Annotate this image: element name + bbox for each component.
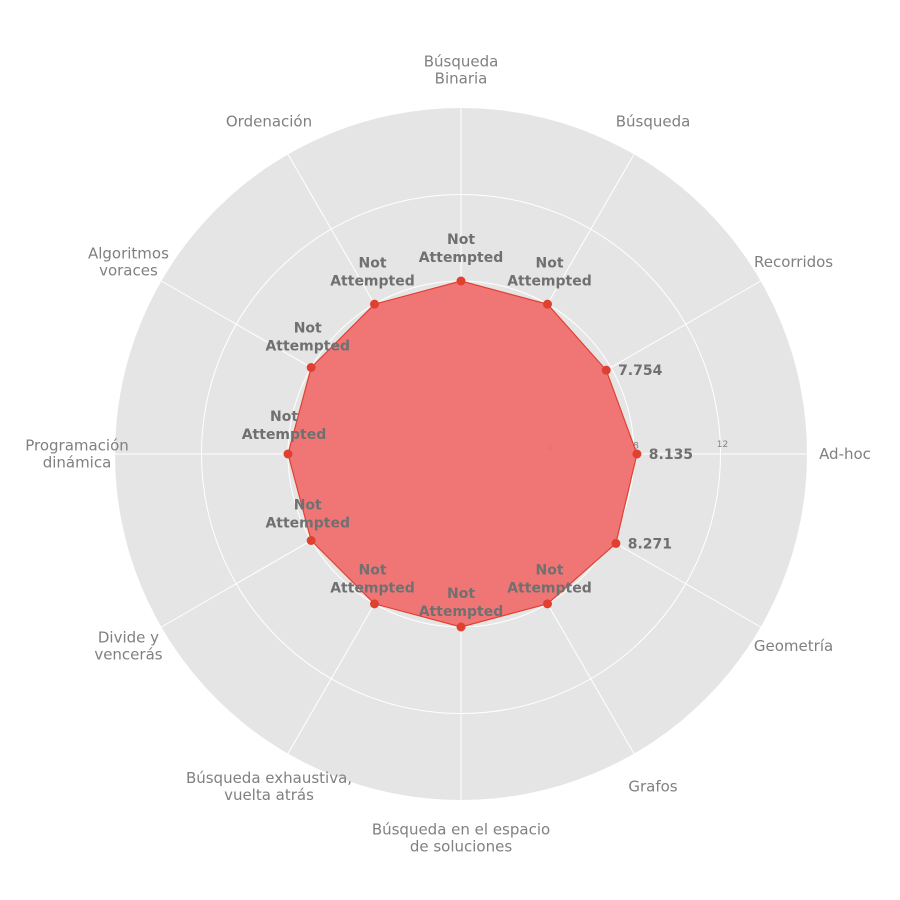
- data-point: [632, 449, 642, 459]
- value-label: Not Attempted: [265, 498, 350, 532]
- category-label: Búsqueda exhaustiva, vuelta atrás: [186, 769, 352, 804]
- value-label: Not Attempted: [507, 562, 592, 596]
- category-label: Programación dinámica: [25, 437, 129, 472]
- data-point: [306, 363, 316, 372]
- data-point: [370, 299, 379, 309]
- radial-tick-label: 8: [633, 442, 639, 452]
- value-label: Not Attempted: [330, 256, 415, 290]
- data-series: [283, 276, 642, 632]
- data-point: [543, 599, 552, 609]
- value-label: Not Attempted: [507, 256, 592, 290]
- value-label: 8.135: [649, 447, 693, 463]
- category-label: Algoritmos voraces: [88, 245, 169, 280]
- value-label: 8.271: [628, 536, 672, 552]
- data-point: [543, 299, 552, 309]
- data-point: [601, 365, 611, 375]
- data-point: [456, 622, 466, 632]
- category-label: Búsqueda: [616, 112, 691, 130]
- category-label: Ordenación: [226, 112, 312, 130]
- category-label: Divide y vencerás: [94, 629, 162, 664]
- category-label: Ad-hoc: [819, 445, 871, 463]
- value-label: Not Attempted: [265, 321, 350, 355]
- category-label: Grafos: [628, 778, 677, 796]
- data-point: [611, 538, 621, 548]
- category-label: Búsqueda Binaria: [424, 53, 499, 88]
- category-label: Búsqueda en el espacio de soluciones: [372, 821, 550, 856]
- value-label: Not Attempted: [419, 586, 504, 620]
- category-label: Recorridos: [754, 253, 833, 271]
- radial-tick-label: 12: [717, 440, 728, 450]
- data-point: [306, 536, 316, 545]
- value-label: Not Attempted: [419, 232, 504, 266]
- data-point: [283, 449, 293, 459]
- category-label: Geometría: [754, 637, 833, 655]
- value-label: Not Attempted: [330, 562, 415, 596]
- value-label: Not Attempted: [242, 409, 327, 443]
- category-labels: Ad-hoc Recorridos Búsqueda Búsqueda Binaria O…: [25, 53, 871, 856]
- data-point: [456, 276, 466, 286]
- data-point: [370, 599, 379, 609]
- value-label: 7.754: [618, 363, 663, 379]
